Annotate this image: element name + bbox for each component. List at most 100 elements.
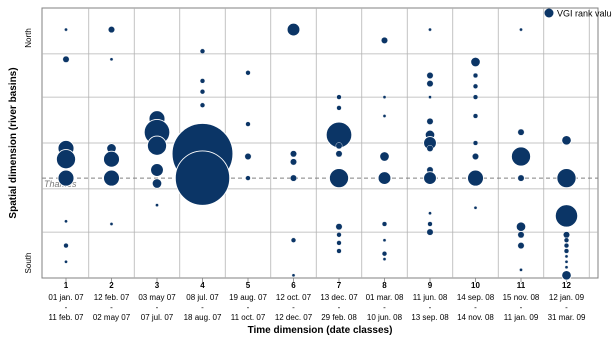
bubble — [428, 95, 432, 99]
bubble — [519, 268, 523, 272]
bubble — [335, 142, 343, 150]
bubble — [517, 231, 525, 239]
x-class-separator: - — [338, 303, 341, 312]
x-class-number: 9 — [428, 281, 433, 290]
bubble — [335, 223, 343, 231]
bubble — [63, 243, 69, 249]
bubble — [563, 237, 570, 243]
bubble — [336, 248, 342, 254]
bubble — [336, 94, 342, 100]
bubble — [554, 204, 579, 228]
x-class-start: 01 jan. 07 — [48, 293, 84, 302]
bubble — [382, 95, 387, 99]
bubble — [563, 248, 570, 254]
x-class-end: 11 feb. 07 — [49, 313, 85, 322]
x-class-separator: - — [156, 303, 159, 312]
bubble — [286, 22, 301, 37]
bubble — [245, 70, 251, 76]
legend: VGI rank value — [544, 8, 612, 19]
bubble — [472, 72, 479, 79]
bubble — [290, 237, 297, 243]
bubble — [470, 56, 481, 68]
bubble — [108, 26, 115, 33]
grid-lines — [42, 8, 598, 282]
x-class-end: 12 dec. 07 — [275, 313, 313, 322]
bubble — [57, 169, 75, 187]
bubble — [245, 175, 251, 181]
bubble — [64, 259, 68, 264]
x-class-end: 29 feb. 08 — [321, 313, 357, 322]
x-class-start: 12 oct. 07 — [276, 293, 312, 302]
y-axis-title: Spatial dimension (river basins) — [8, 67, 19, 218]
x-class-start: 19 aug. 07 — [229, 293, 267, 302]
bubble — [510, 146, 532, 167]
bubble — [426, 72, 434, 79]
x-class-separator: - — [429, 303, 432, 312]
y-bottom-label: South — [24, 253, 33, 274]
x-class-end: 10 jun. 08 — [367, 313, 403, 322]
bubble — [150, 163, 164, 177]
bubble — [426, 118, 434, 125]
bubble — [472, 140, 479, 146]
bubble — [426, 144, 434, 152]
bubble — [64, 219, 68, 224]
bubble — [244, 153, 252, 160]
bubble — [381, 37, 388, 44]
bubble — [382, 257, 387, 261]
bubble — [382, 238, 387, 242]
bubble — [472, 94, 479, 100]
bubble — [426, 228, 434, 236]
x-class-number: 10 — [471, 281, 480, 290]
bubble — [335, 150, 343, 158]
x-class-start: 13 dec. 07 — [320, 293, 358, 302]
bubble — [199, 78, 206, 84]
x-class-start: 14 sep. 08 — [457, 293, 495, 302]
x-class-end: 07 jul. 07 — [141, 313, 174, 322]
x-class-separator: - — [65, 303, 68, 312]
x-class-number: 11 — [517, 281, 526, 290]
bubble — [199, 48, 206, 54]
bubble — [336, 105, 342, 111]
x-class-start: 11 jun. 08 — [413, 293, 448, 302]
bubble — [561, 270, 572, 281]
y-top-label: North — [24, 28, 33, 48]
bubble — [336, 240, 342, 246]
x-class-number: 5 — [246, 281, 251, 290]
bubble — [564, 259, 569, 264]
x-class-end: 02 may 07 — [93, 313, 131, 322]
legend-label: VGI rank value — [557, 9, 612, 19]
bubble — [563, 231, 570, 239]
bubble — [428, 211, 432, 215]
x-class-number: 1 — [64, 281, 69, 290]
x-class-number: 6 — [291, 281, 296, 290]
x-class-number: 8 — [382, 281, 387, 290]
bubbles-layer — [55, 22, 579, 281]
bubble — [199, 102, 206, 108]
x-class-separator: - — [520, 303, 523, 312]
x-class-end: 11 jan. 09 — [504, 313, 539, 322]
x-class-number: 12 — [562, 281, 571, 290]
x-class-start: 12 jan. 09 — [549, 293, 585, 302]
bubble — [103, 150, 120, 168]
bubble — [564, 254, 569, 259]
bubble — [377, 171, 392, 185]
bubble — [62, 55, 70, 63]
bubble — [103, 169, 120, 187]
bubble — [427, 221, 433, 227]
x-class-start: 03 may 07 — [138, 293, 176, 302]
bubble — [55, 149, 77, 170]
bubble — [64, 27, 68, 32]
x-class-end: 13 sep. 08 — [411, 313, 449, 322]
bubble — [381, 221, 388, 227]
bubble — [146, 135, 168, 156]
bubble — [379, 151, 390, 162]
x-class-separator: - — [247, 303, 250, 312]
x-class-separator: - — [565, 303, 568, 312]
bubble — [473, 205, 478, 210]
bubble — [564, 265, 569, 270]
bubble — [472, 113, 479, 119]
bubble — [423, 171, 437, 185]
bubble — [290, 150, 297, 158]
